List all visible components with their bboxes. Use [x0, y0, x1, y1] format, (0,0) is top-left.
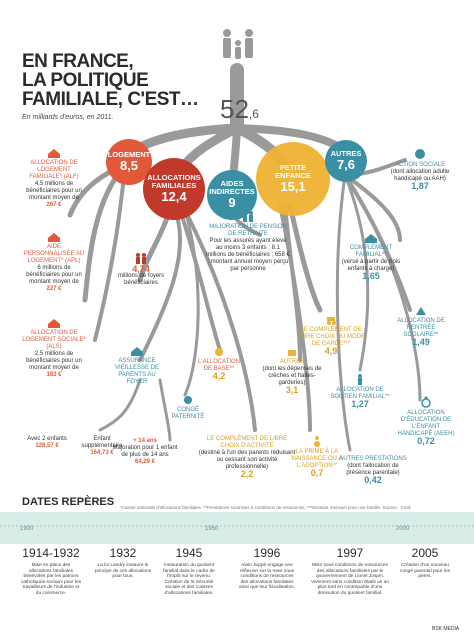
- tick-1900: 1900: [20, 526, 34, 532]
- item-als: ALLOCATION DE LOGEMENT SOCIALE* (ALS) 2,…: [22, 318, 86, 379]
- item-retraite: MAJORATION DE PENSION DE RETRAITE Pour l…: [206, 210, 290, 273]
- circle-autres: AUTRES 7,6: [325, 140, 367, 182]
- timeline-band: [0, 512, 474, 544]
- item-naissance: LA PRIME À LA NAISSANCE OU À L'ADOPTION*…: [286, 435, 348, 478]
- circle-petite-enfance: PETITE ENFANCE 15,1: [256, 142, 330, 216]
- subtitle: En milliards d'euros, en 2011.: [22, 114, 114, 121]
- item-creches: AUTRES (dont les dépenses de crèches et …: [255, 347, 329, 395]
- item-apl: AIDE PERSONNALISÉE AU LOGEMENT* (APL) 6 …: [22, 232, 86, 293]
- people-icon: [243, 211, 253, 222]
- tick-1950: 1950: [205, 526, 219, 532]
- crib-icon: [288, 350, 296, 356]
- family-icon: [136, 253, 146, 264]
- item-paternite: CONGÉ PATERNITÉ: [168, 395, 208, 421]
- dates-title: DATES REPÈRES: [22, 496, 115, 508]
- main-title: EN FRANCE, LA POLITIQUE FAMILIALE, C'EST…: [22, 51, 199, 110]
- item-autres-prestations: AUTRES PRESTATIONS (dont l'allocation de…: [339, 456, 407, 485]
- date-1945: 1945 Instauration du quotient familial d…: [163, 546, 215, 596]
- house-icon: [131, 347, 143, 356]
- house-icon: [48, 319, 60, 328]
- item-foyers: 4,74 millions de foyers bénéficiaires: [116, 252, 166, 287]
- date-2005: 2005 Création d'un nouveau congé parenta…: [399, 546, 451, 580]
- house-icon: [365, 234, 377, 243]
- parent-child-icon: [358, 374, 362, 385]
- date-1996: 1996 Alain Juppé engage une réflexion su…: [239, 546, 295, 591]
- circle-allocations-familiales: ALLOCATIONS FAMILIALES 12,4: [143, 158, 205, 220]
- handshake-icon: [415, 149, 425, 159]
- wheelchair-icon: [421, 396, 431, 408]
- item-rentree: ALLOCATION DE RENTRÉE SCOLAIRE** 1,49: [390, 306, 452, 347]
- item-activite: LE COMPLÉMENT DE LIBRE CHOIX D'ACTIVITÉ …: [198, 436, 296, 479]
- baby-icon: [184, 396, 192, 404]
- item-enfant-supplementaire: Enfant supplémentaire 164,73 €: [81, 436, 123, 456]
- brand-logo: BSK MEDIA: [432, 626, 460, 632]
- item-soutien: ALLOCATION DE SOUTIEN FAMILIAL** 1,27: [330, 373, 390, 409]
- timeline-axis: [0, 525, 474, 527]
- date-1914-1932: 1914-1932 Mise en place des allocations …: [20, 546, 82, 596]
- tree-graphic: [67, 63, 422, 452]
- date-1997: 1997 Mise sous conditions de ressources …: [310, 546, 390, 596]
- total-amount: 52,6: [220, 94, 259, 124]
- pregnant-icon: [314, 436, 320, 447]
- item-complement-familial: COMPLÉMENT FAMILIAL** (versé à partir de…: [334, 233, 408, 281]
- item-vieillesse: ASSURANCE VIEILLESSE DE PARENTS AU FOYER: [108, 346, 166, 386]
- family-icon: [223, 29, 253, 59]
- item-garde: LE COMPLÉMENT DE LIBRE CHOIX DU MODE DE …: [296, 315, 366, 356]
- circle-aides-indirectes: AIDES INDIRECTES 9: [207, 170, 257, 220]
- baby-icon: [215, 348, 223, 356]
- house-icon: [48, 233, 60, 242]
- date-1932: 1932 La loi Landry instaure le principe …: [94, 546, 152, 580]
- house-icon: [48, 149, 60, 158]
- item-majoration-14: + 14 ans Majoration pour 1 enfant de plu…: [112, 438, 178, 465]
- item-handicape: ALLOCATION D'ÉDUCATION DE L'ENFANT HANDI…: [394, 396, 458, 446]
- schoolbag-icon: [416, 307, 426, 315]
- tick-2000: 2000: [396, 526, 410, 532]
- footnote: *Caisse nationale d'allocations familial…: [120, 505, 412, 510]
- stroller-icon: [327, 317, 336, 325]
- item-alf: ALLOCATION DE LOGEMENT FAMILIALE* (ALF) …: [22, 148, 86, 209]
- item-base: L'ALLOCATION DE BASE** 4,2: [194, 347, 244, 381]
- item-action-sociale: ACTION SOCIALE (dont allocation adulte h…: [388, 148, 452, 191]
- item-deux-enfants: Avec 2 enfants 128,57 €: [27, 436, 67, 449]
